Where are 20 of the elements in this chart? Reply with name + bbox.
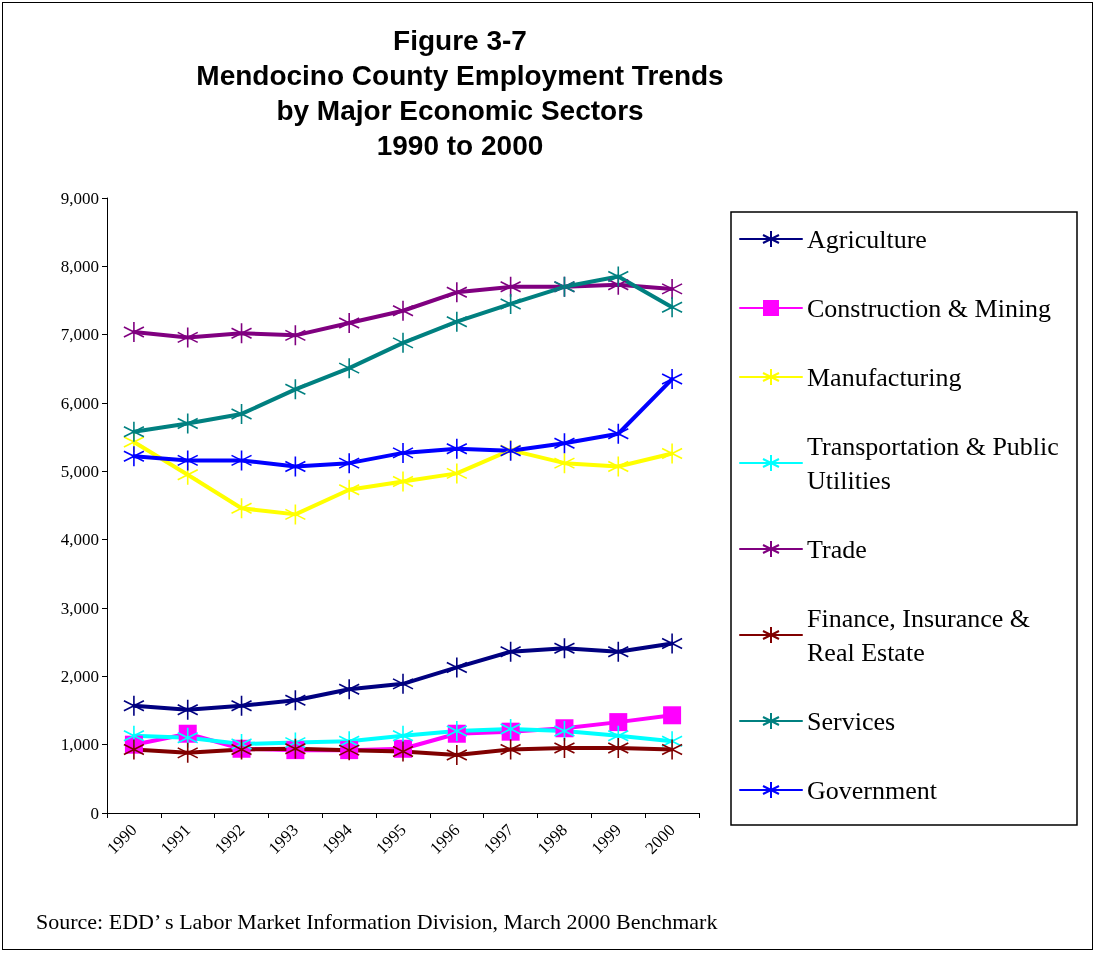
legend-label: Manufacturing [807, 362, 962, 392]
y-tick-label: 6,000 [60, 393, 99, 413]
y-tick-label: 3,000 [60, 598, 99, 618]
source-note: Source: EDD’ s Labor Market Information Division, March 2000 Benchmark [36, 908, 718, 934]
y-tick-label: 2,000 [60, 666, 99, 686]
legend-label: Trade [807, 534, 867, 564]
legend-label: Finance, Insurance & Real Estate [807, 603, 1037, 667]
legend-label: Construction & Mining [807, 293, 1052, 323]
y-tick-label: 5,000 [60, 461, 99, 481]
legend-label: Transportation & Public Utilities [807, 431, 1066, 495]
legend-label: Agriculture [807, 224, 927, 254]
legend-label: Government [807, 775, 938, 805]
y-tick-label: 9,000 [60, 188, 99, 208]
y-tick-label: 8,000 [60, 256, 99, 276]
y-tick-label: 1,000 [60, 735, 99, 755]
y-tick-label: 7,000 [60, 325, 99, 345]
y-tick-label: 0 [90, 803, 99, 823]
legend-label: Services [807, 706, 896, 736]
chart-title: Figure 3-7 Mendocino County Employment Trends by Major Economic Sectors 1990 to 2000 [196, 25, 724, 161]
y-tick-label: 4,000 [60, 530, 99, 550]
